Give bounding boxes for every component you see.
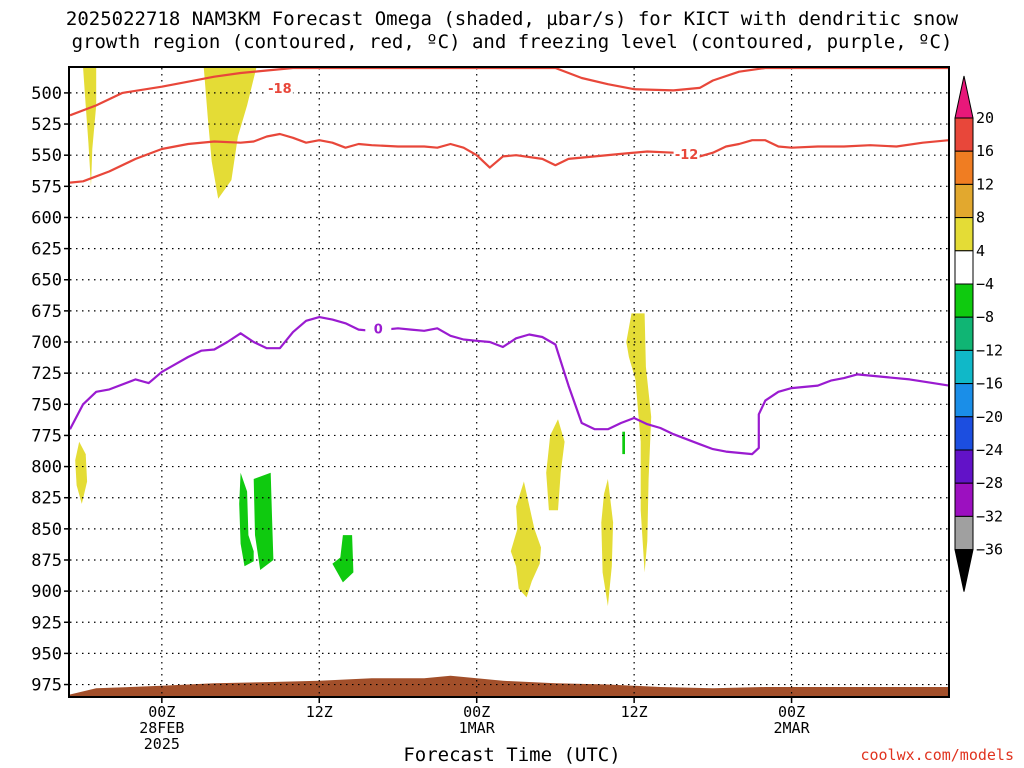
contour-label-bg — [365, 320, 392, 336]
chart-title-line1: 2025022718 NAM3KM Forecast Omega (shaded… — [65, 8, 959, 30]
colorbar-label: −4 — [976, 275, 994, 293]
colorbar-swatch — [954, 250, 974, 285]
colorbar-label: −8 — [976, 308, 994, 326]
y-tick-label: 725 — [31, 364, 62, 384]
colorbar-swatch — [954, 283, 974, 318]
colorbar-label: −16 — [976, 375, 1003, 393]
contour-label-bg — [673, 145, 700, 161]
contour--12 — [70, 132, 949, 184]
colorbar-swatch — [954, 349, 974, 385]
x-tick-label: 00Z — [463, 703, 490, 721]
colorbar-swatch — [954, 150, 974, 185]
credit-text: coolwx.com/models — [860, 746, 1014, 764]
omega-region-2 — [75, 441, 88, 504]
x-tick-label: 00Z — [148, 703, 175, 721]
omega-region-1 — [203, 68, 257, 199]
colorbar-label: −32 — [976, 507, 1003, 525]
omega-region-4 — [546, 419, 565, 511]
y-tick-label: 975 — [31, 676, 62, 696]
plot-frame — [68, 66, 950, 698]
colorbar-label: −24 — [976, 441, 1003, 459]
omega-region-5 — [601, 479, 614, 607]
colorbar-swatch — [954, 482, 974, 517]
colorbar-swatch — [954, 217, 974, 252]
y-tick-label: 950 — [31, 644, 62, 664]
omega-region-9 — [332, 535, 354, 583]
y-tick-label: 825 — [31, 489, 62, 509]
y-tick-label: 650 — [31, 271, 62, 291]
y-tick-label: 600 — [31, 208, 62, 228]
colorbar-swatch — [954, 383, 974, 418]
x-tick-label: 2MAR — [774, 719, 811, 737]
omega-region-0 — [83, 68, 97, 187]
colorbar-label: 16 — [976, 142, 994, 160]
terrain-fill — [70, 675, 949, 697]
colorbar-label: 4 — [976, 242, 985, 260]
omega-region-8 — [253, 472, 274, 570]
colorbar-label: −12 — [976, 341, 1003, 359]
y-tick-label: 775 — [31, 426, 62, 446]
colorbar-cap-top — [954, 75, 974, 119]
contour-label--12: -12 — [675, 148, 699, 163]
colorbar-label: 8 — [976, 209, 985, 227]
omega-region-3 — [510, 481, 541, 598]
colorbar-label: 12 — [976, 175, 994, 193]
colorbar-swatch — [954, 183, 974, 219]
colorbar-swatch — [954, 316, 974, 351]
x-tick-label: 28FEB — [139, 719, 184, 737]
y-tick-label: 575 — [31, 177, 62, 197]
omega-region-6 — [626, 313, 652, 573]
y-tick-label: 525 — [31, 115, 62, 135]
chart-title-line2: growth region (contoured, red, ºC) and f… — [71, 31, 953, 53]
colorbar-swatch — [954, 449, 974, 484]
x-tick-label: 1MAR — [459, 719, 496, 737]
y-tick-label: 900 — [31, 582, 62, 602]
y-tick-label: 925 — [31, 613, 62, 633]
colorbar-label: 20 — [976, 109, 994, 127]
y-tick-label: 500 — [31, 84, 62, 104]
contour-label--18: -18 — [268, 82, 292, 97]
contour-label-0: 0 — [374, 322, 383, 337]
colorbar-label: −36 — [976, 541, 1003, 559]
omega-region-7 — [239, 472, 254, 567]
colorbar-swatch — [954, 515, 974, 551]
omega-region-10 — [622, 431, 625, 455]
contour--18 — [70, 68, 949, 117]
x-tick-label: 00Z — [778, 703, 805, 721]
contour-0 — [70, 316, 949, 456]
y-tick-label: 625 — [31, 240, 62, 260]
y-tick-label: 750 — [31, 395, 62, 415]
y-tick-label: 875 — [31, 551, 62, 571]
y-tick-label: 700 — [31, 333, 62, 353]
y-tick-label: 550 — [31, 146, 62, 166]
y-tick-label: 675 — [31, 302, 62, 322]
colorbar-label: −20 — [976, 408, 1003, 426]
contour-label-bg — [266, 79, 293, 95]
x-tick-label: 2025 — [144, 735, 180, 753]
x-tick-label: 12Z — [621, 703, 648, 721]
colorbar: 20 16 12 8 4 −4 −8 −12 −16 −20 −24 −28 −32 −36 — [954, 75, 1003, 592]
y-tick-label: 850 — [31, 520, 62, 540]
colorbar-cap-bottom — [954, 549, 974, 592]
x-tick-label: 12Z — [306, 703, 333, 721]
colorbar-swatch — [954, 117, 974, 152]
colorbar-label: −28 — [976, 474, 1003, 492]
x-axis-title: Forecast Time (UTC) — [403, 744, 621, 766]
y-tick-label: 800 — [31, 458, 62, 478]
colorbar-swatch — [954, 416, 974, 451]
